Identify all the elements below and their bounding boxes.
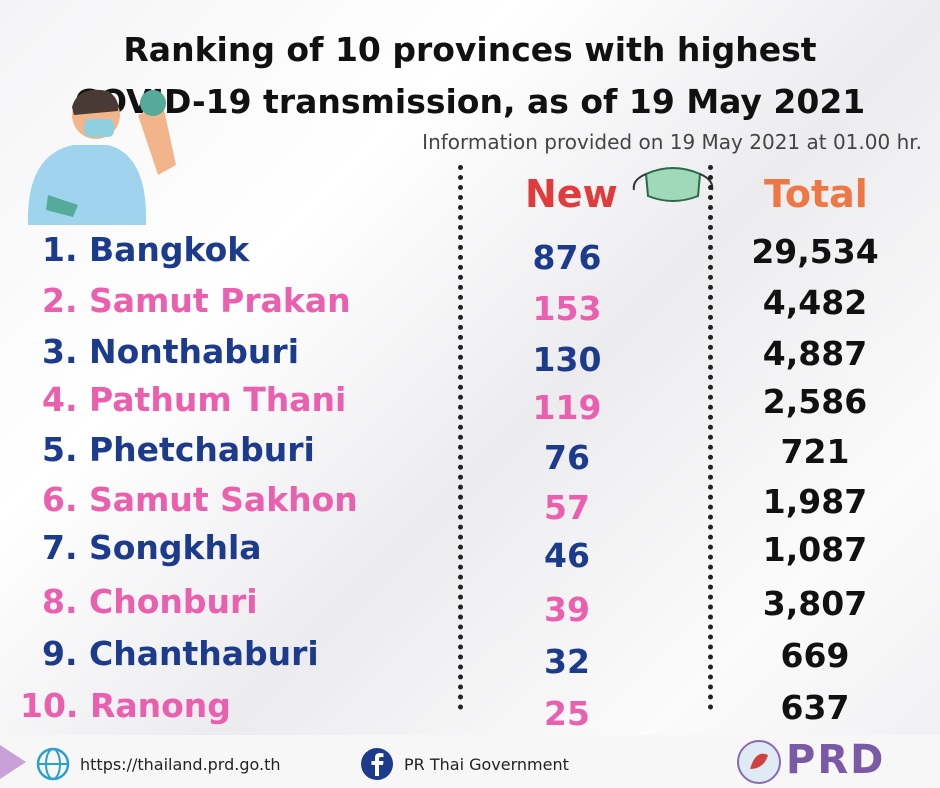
- province: 10. Ranong: [20, 686, 231, 725]
- new-cases: 76: [544, 438, 590, 477]
- total-cases: 637: [780, 688, 850, 727]
- total-cases: 669: [780, 636, 850, 675]
- total-cases: 29,534: [751, 232, 879, 271]
- facebook-page[interactable]: PR Thai Government: [404, 755, 569, 774]
- province: 3. Nonthaburi: [42, 332, 300, 371]
- total-cases: 4,482: [762, 283, 868, 322]
- new-cases: 119: [532, 388, 602, 427]
- website[interactable]: https://thailand.prd.go.th: [80, 755, 281, 774]
- province: 5. Phetchaburi: [42, 430, 315, 469]
- column-header: New: [525, 172, 618, 216]
- footer: https://thailand.prd.go.th PR Thai Gover…: [0, 735, 940, 788]
- title: Ranking of 10 provinces with highest COV…: [74, 30, 866, 121]
- total-cases: 1,987: [762, 482, 868, 521]
- province: 2. Samut Prakan: [42, 281, 351, 320]
- footer-arrow: [0, 745, 26, 779]
- globe-icon: [36, 747, 70, 781]
- logo-text: PRD: [786, 737, 886, 783]
- divider: [708, 165, 713, 710]
- total-cases: 3,807: [762, 584, 868, 623]
- new-cases: 39: [544, 590, 590, 629]
- info-note: Information provided on 19 May 2021 at 0…: [422, 130, 922, 154]
- total-cases: 1,087: [762, 530, 868, 569]
- province: 6. Samut Sakhon: [42, 480, 358, 519]
- doctor-illustration: [27, 89, 176, 225]
- total-cases: 2,586: [762, 382, 868, 421]
- total-cases: 721: [780, 432, 850, 471]
- logo-emblem: [737, 740, 781, 784]
- mask-icon: [632, 167, 714, 202]
- province: 8. Chonburi: [42, 582, 258, 621]
- total-cases: 4,887: [762, 334, 868, 373]
- province: 9. Chanthaburi: [42, 634, 319, 673]
- divider: [458, 165, 463, 710]
- new-cases: 876: [532, 238, 602, 277]
- new-cases: 46: [544, 536, 590, 575]
- column-header: Total: [764, 172, 868, 216]
- province: 1. Bangkok: [42, 230, 250, 269]
- province: 4. Pathum Thani: [42, 380, 347, 419]
- new-cases: 130: [532, 340, 602, 379]
- new-cases: 32: [544, 642, 590, 681]
- new-cases: 25: [544, 694, 590, 733]
- province: 7. Songkhla: [42, 528, 262, 567]
- new-cases: 57: [544, 488, 590, 527]
- new-cases: 153: [532, 289, 602, 328]
- facebook-icon: [361, 748, 393, 780]
